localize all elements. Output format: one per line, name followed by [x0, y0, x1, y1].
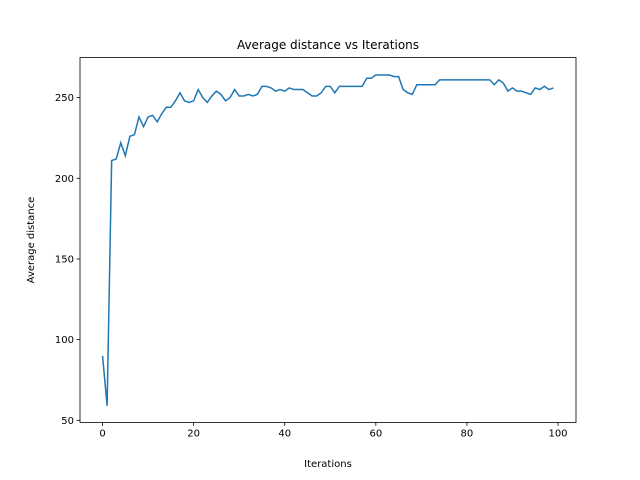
y-tick-label: 200 [55, 174, 74, 185]
data-line [101, 74, 554, 406]
y-axis-label: Average distance [26, 197, 37, 284]
plot-frame [79, 57, 577, 423]
chart-title: Average distance vs Iterations [237, 38, 419, 52]
x-tick-label: 100 [548, 428, 567, 439]
y-tick-label: 250 [55, 93, 74, 104]
y-tick-label: 150 [55, 254, 74, 265]
x-tick-label: 80 [461, 428, 474, 439]
x-tick-label: 40 [278, 428, 291, 439]
x-tick-label: 20 [187, 428, 200, 439]
y-tick-label: 50 [61, 416, 74, 427]
y-tick-label: 100 [55, 335, 74, 346]
x-tick-label: 60 [369, 428, 382, 439]
x-axis-label: Iterations [304, 459, 352, 470]
x-tick-label: 0 [99, 428, 105, 439]
